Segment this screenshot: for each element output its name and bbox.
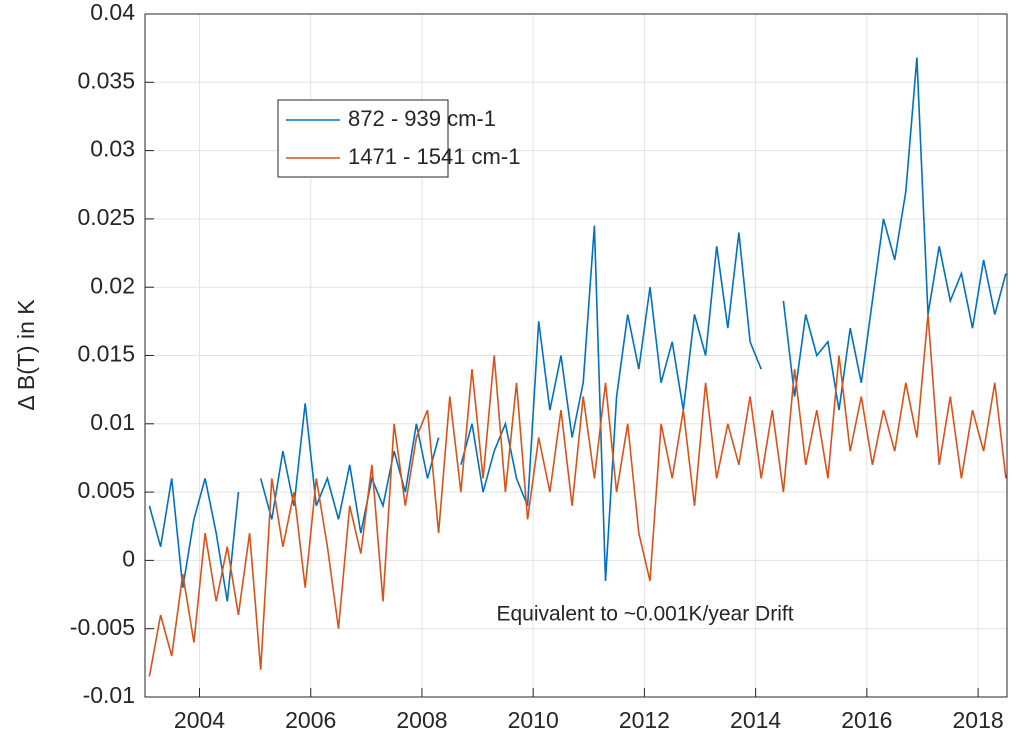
x-tick-label: 2006 xyxy=(285,707,336,733)
axes-box xyxy=(144,13,1008,698)
y-tick-label: 0.025 xyxy=(77,204,135,230)
y-tick-label: 0 xyxy=(122,545,135,571)
legend-label: 872 - 939 cm-1 xyxy=(348,106,496,131)
x-tick-label: 2014 xyxy=(730,707,781,733)
y-tick-label: 0.035 xyxy=(77,67,135,93)
y-tick-label: 0.015 xyxy=(77,341,135,367)
legend-label: 1471 - 1541 cm-1 xyxy=(348,144,520,169)
x-tick-label: 2018 xyxy=(952,707,1003,733)
y-tick-label: 0.005 xyxy=(77,477,135,503)
x-tick-label: 2010 xyxy=(508,707,559,733)
y-tick-label: 0.03 xyxy=(90,136,135,162)
y-tick-label: 0.02 xyxy=(90,272,135,298)
x-tick-label: 2016 xyxy=(841,707,892,733)
annotation: Equivalent to ~0.001K/year Drift xyxy=(496,603,793,626)
legend-box xyxy=(277,99,449,178)
y-tick-label: -0.005 xyxy=(70,614,135,640)
x-tick-label: 2008 xyxy=(396,707,447,733)
x-tick-label: 2004 xyxy=(174,707,225,733)
y-tick-label: 0.01 xyxy=(90,409,135,435)
y-tick-label: -0.01 xyxy=(83,682,135,708)
line-series xyxy=(148,57,1007,602)
x-tick-label: 2012 xyxy=(619,707,670,733)
line-series xyxy=(148,314,1007,677)
y-tick-label: 0.04 xyxy=(90,0,135,25)
y-axis-label: Δ B(T) in K xyxy=(13,299,39,411)
